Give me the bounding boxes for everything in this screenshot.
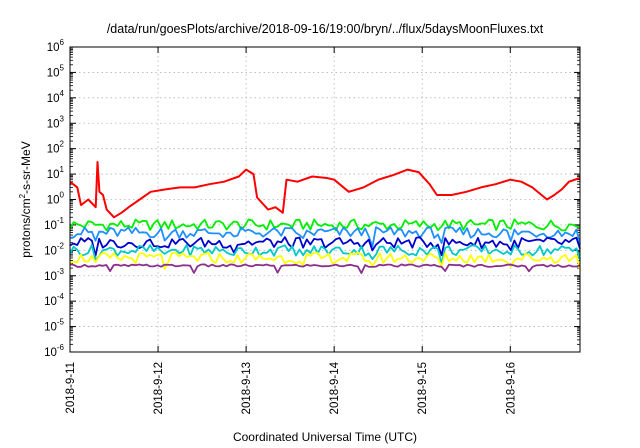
y-tick-label: 10-6	[44, 343, 64, 359]
chart-title: /data/run/goesPlots/archive/2018-09-16/1…	[107, 22, 544, 36]
x-axis-label: Coordinated Universal Time (UTC)	[233, 430, 417, 444]
series-line-0	[69, 161, 581, 219]
x-tick-label: 2018-9-12	[153, 362, 165, 414]
series-line-1	[69, 218, 581, 232]
x-tick-label: 2018-9-14	[329, 361, 341, 414]
y-tick-label: 10-2	[44, 241, 64, 257]
x-tick-label: 2018-9-16	[505, 362, 517, 414]
y-tick-label: 102	[47, 140, 65, 156]
series-line-4	[69, 244, 581, 265]
series-line-6	[69, 263, 581, 274]
plot-frame	[69, 46, 581, 353]
y-tick-label: 100	[47, 191, 65, 207]
y-tick-label: 10-5	[44, 318, 64, 334]
y-tick-label: 10-1	[44, 216, 64, 232]
y-tick-label: 10-3	[44, 267, 64, 283]
y-tick-label: 105	[47, 63, 65, 79]
series-line-2	[69, 226, 581, 248]
y-tick-label: 106	[47, 38, 65, 54]
x-tick-label: 2018-9-11	[65, 362, 77, 414]
x-tick-label: 2018-9-15	[417, 362, 429, 414]
y-tick-label: 103	[47, 114, 65, 130]
y-axis-label: protons/cm2-s-sr-MeV	[18, 141, 33, 257]
x-tick-label: 2018-9-13	[241, 362, 253, 414]
y-tick-label: 10-4	[44, 292, 64, 308]
series-line-5	[69, 251, 581, 270]
y-tick-label: 104	[47, 89, 65, 105]
y-tick-label: 101	[47, 165, 65, 181]
